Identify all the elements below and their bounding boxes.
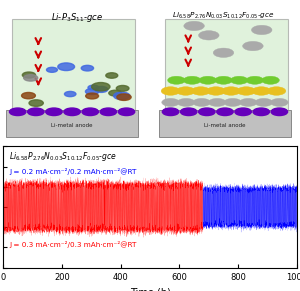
Circle shape <box>184 21 204 31</box>
Circle shape <box>230 76 248 84</box>
Circle shape <box>239 98 257 107</box>
Circle shape <box>100 108 117 116</box>
Circle shape <box>217 108 233 116</box>
Circle shape <box>215 76 232 84</box>
Circle shape <box>213 48 234 57</box>
Text: Li-metal anode: Li-metal anode <box>51 123 93 128</box>
Circle shape <box>114 92 130 100</box>
Circle shape <box>193 98 211 107</box>
Circle shape <box>177 98 195 107</box>
Circle shape <box>10 108 26 116</box>
FancyBboxPatch shape <box>12 19 135 116</box>
Circle shape <box>253 108 269 116</box>
Circle shape <box>191 87 210 95</box>
Circle shape <box>88 85 99 90</box>
Circle shape <box>271 98 288 107</box>
FancyBboxPatch shape <box>165 19 288 116</box>
Text: Li$_{6.58}$P$_{2.76}$N$_{0.03}$S$_{10.12}$F$_{0.05}$-gce: Li$_{6.58}$P$_{2.76}$N$_{0.03}$S$_{10.12… <box>172 11 275 21</box>
Text: J = 0.3 mA·cm⁻²/0.3 mAh·cm⁻²@RT: J = 0.3 mA·cm⁻²/0.3 mAh·cm⁻²@RT <box>9 241 136 248</box>
Circle shape <box>246 76 264 84</box>
Circle shape <box>199 31 219 40</box>
Circle shape <box>64 108 80 116</box>
Circle shape <box>28 108 44 116</box>
Circle shape <box>92 83 110 91</box>
Circle shape <box>183 76 201 84</box>
Circle shape <box>58 63 75 70</box>
Text: Li-metal anode: Li-metal anode <box>204 123 246 128</box>
Text: Li-P$_3$S$_{11}$-gce: Li-P$_3$S$_{11}$-gce <box>50 11 103 24</box>
Circle shape <box>199 76 217 84</box>
Circle shape <box>22 93 35 99</box>
Circle shape <box>46 108 62 116</box>
Circle shape <box>262 76 279 84</box>
Text: J = 0.2 mA·cm⁻²/0.2 mAh·cm⁻²@RT: J = 0.2 mA·cm⁻²/0.2 mAh·cm⁻²@RT <box>9 168 136 175</box>
Circle shape <box>162 108 179 116</box>
X-axis label: Time (h): Time (h) <box>130 287 170 291</box>
Circle shape <box>235 108 251 116</box>
Circle shape <box>81 65 94 71</box>
Circle shape <box>86 93 98 99</box>
Circle shape <box>199 108 215 116</box>
Circle shape <box>118 108 135 116</box>
Bar <box>159 111 291 137</box>
Circle shape <box>117 94 131 100</box>
Circle shape <box>208 98 226 107</box>
Circle shape <box>243 41 263 51</box>
Circle shape <box>161 87 180 95</box>
Circle shape <box>267 87 286 95</box>
Circle shape <box>181 108 197 116</box>
Circle shape <box>224 98 242 107</box>
Circle shape <box>85 88 99 95</box>
Circle shape <box>109 90 122 96</box>
Circle shape <box>252 87 271 95</box>
Bar <box>6 111 138 137</box>
Circle shape <box>168 76 185 84</box>
Circle shape <box>206 87 225 95</box>
Circle shape <box>82 108 98 116</box>
Circle shape <box>64 91 76 97</box>
Circle shape <box>251 25 272 35</box>
Circle shape <box>222 87 241 95</box>
Circle shape <box>162 98 179 107</box>
Circle shape <box>46 67 58 72</box>
Circle shape <box>237 87 256 95</box>
Circle shape <box>271 108 288 116</box>
Circle shape <box>29 100 43 106</box>
Circle shape <box>106 73 118 78</box>
Circle shape <box>116 86 129 91</box>
Text: Li$_{6.58}$P$_{2.76}$N$_{0.03}$S$_{10.12}$F$_{0.05}$-gce: Li$_{6.58}$P$_{2.76}$N$_{0.03}$S$_{10.12… <box>9 150 117 163</box>
Circle shape <box>95 86 108 93</box>
Circle shape <box>176 87 195 95</box>
Circle shape <box>24 75 38 81</box>
Circle shape <box>22 72 35 78</box>
Circle shape <box>255 98 273 107</box>
